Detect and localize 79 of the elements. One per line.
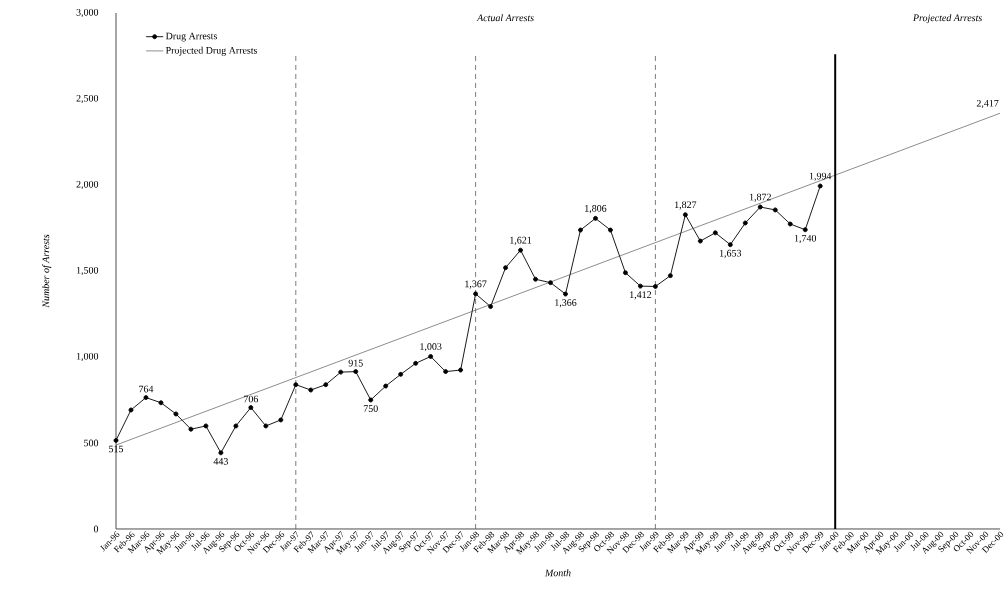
data-label: 443 (213, 457, 228, 465)
data-label: 915 (348, 359, 363, 367)
point (218, 450, 224, 456)
point (563, 291, 568, 297)
point (263, 423, 269, 429)
data-label: 1,412 (630, 291, 652, 300)
y-tick-label: 2,000 (76, 180, 99, 190)
point (398, 371, 404, 377)
point (697, 238, 703, 244)
data-label: 1,806 (585, 205, 607, 214)
data-label: 515 (109, 445, 124, 453)
point (293, 382, 299, 388)
point (518, 247, 523, 253)
y-axis-title: Number of Arrests (42, 234, 52, 308)
data-label: 1,653 (719, 249, 742, 258)
data-label: 706 (244, 395, 259, 403)
point (158, 400, 164, 406)
y-tick-label: 3,000 (76, 8, 99, 18)
data-label: 1,621 (510, 236, 532, 245)
point (113, 437, 119, 443)
legend-label: Projected Drug Arrests (165, 46, 258, 56)
point (712, 230, 718, 236)
point (353, 369, 359, 375)
data-label: 1,994 (809, 172, 832, 181)
y-tick-label: 2,500 (76, 94, 99, 104)
point (203, 423, 209, 429)
data-label: 750 (363, 405, 378, 412)
point (443, 369, 449, 375)
legend-label: Drug Arrests (165, 32, 217, 42)
point (143, 395, 149, 401)
point (383, 383, 389, 389)
point (413, 360, 419, 366)
point (578, 227, 583, 233)
point (608, 227, 613, 233)
point (488, 304, 494, 310)
point (308, 387, 314, 393)
data-label: 764 (139, 385, 154, 393)
point (772, 207, 778, 213)
point (742, 220, 748, 226)
data-label: 2,417 (976, 99, 999, 109)
data-label: 1,740 (794, 234, 817, 244)
point (757, 204, 763, 210)
point (338, 369, 344, 375)
data-label: 1,366 (555, 299, 577, 308)
point (652, 284, 658, 289)
y-tick-label: 1,000 (76, 352, 99, 362)
data-label: 1,872 (749, 193, 771, 202)
annotation: Projected Arrests (912, 14, 982, 24)
point (503, 265, 509, 271)
point (128, 407, 134, 413)
point (622, 270, 628, 276)
point (817, 183, 823, 189)
annotation: Actual Arrests (476, 14, 534, 22)
point (667, 273, 673, 279)
y-tick-label: 500 (84, 439, 99, 447)
data-label: 1,003 (420, 343, 442, 352)
point (458, 367, 464, 373)
point (323, 382, 329, 388)
point (727, 242, 733, 248)
point (233, 423, 239, 429)
point (428, 354, 434, 359)
point (548, 280, 553, 286)
point (637, 283, 643, 289)
point (787, 221, 793, 227)
point (173, 411, 179, 417)
y-tick-label: 0 (93, 525, 99, 533)
data-label: 1,827 (675, 201, 697, 210)
point (593, 215, 598, 221)
point (473, 291, 479, 297)
point (248, 405, 254, 410)
point (278, 417, 284, 423)
point (802, 227, 808, 233)
point (188, 426, 194, 432)
point (368, 397, 374, 403)
data-label: 1,367 (465, 280, 487, 289)
y-tick-label: 1,500 (76, 266, 99, 276)
x-axis-title: Month (544, 569, 571, 577)
point (682, 212, 688, 218)
point (533, 276, 538, 282)
